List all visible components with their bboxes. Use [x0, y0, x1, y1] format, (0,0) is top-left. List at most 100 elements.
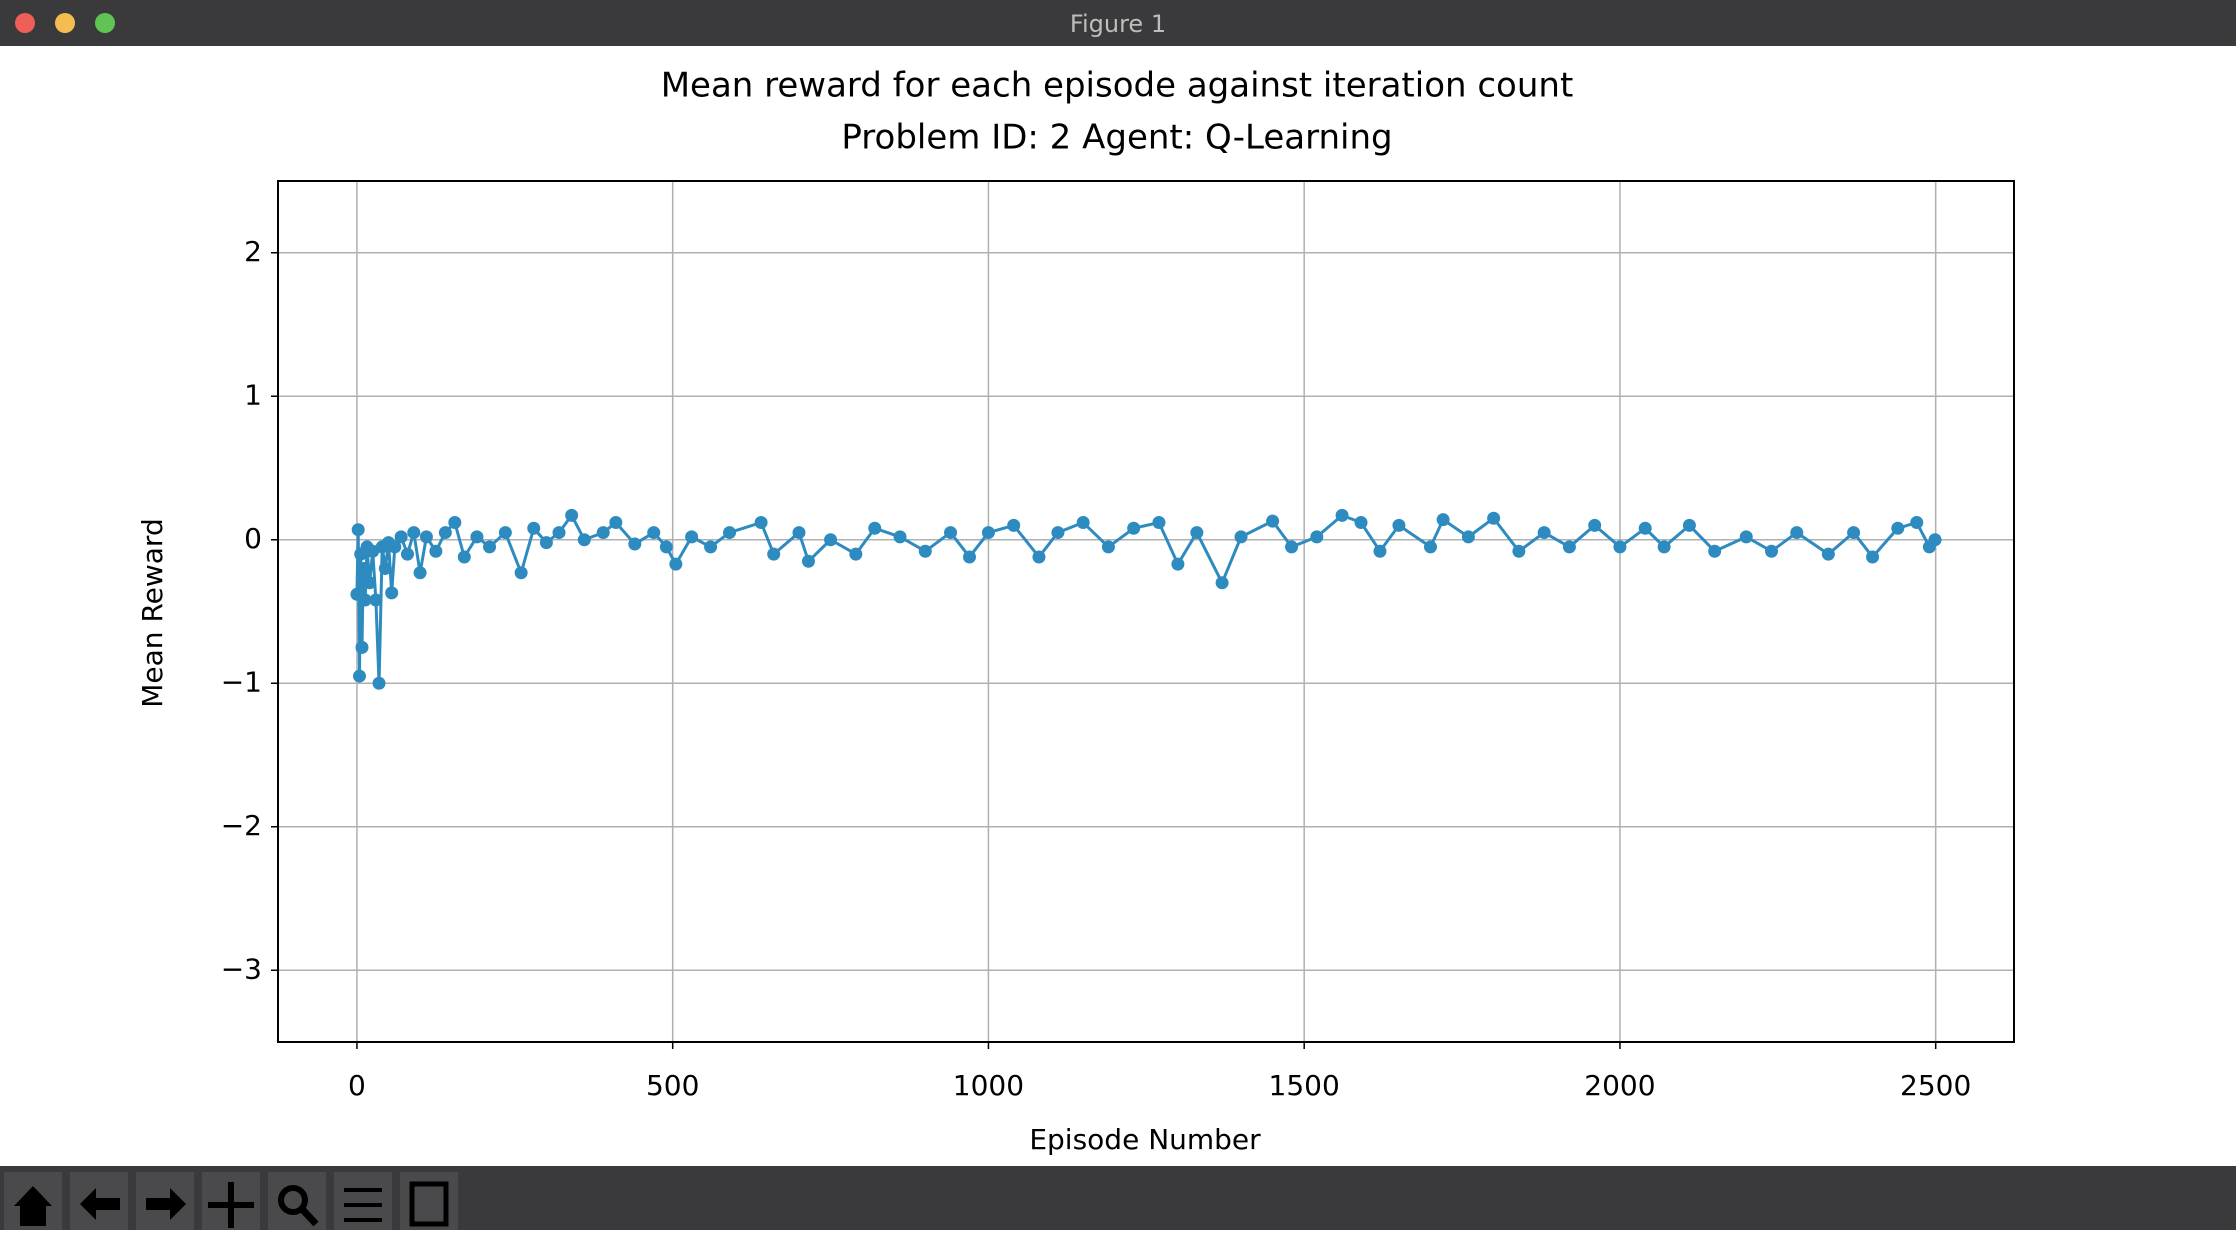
data-point [1127, 521, 1141, 535]
toolbar-buttons [4, 1172, 458, 1230]
data-point [849, 547, 863, 561]
data-point [470, 530, 484, 544]
data-point [1682, 518, 1696, 532]
data-point [407, 526, 421, 540]
data-point [659, 540, 673, 554]
data-point [767, 547, 781, 561]
title-bar [0, 0, 2236, 46]
data-point [419, 530, 433, 544]
x-tick-label: 500 [646, 1069, 699, 1102]
data-point [824, 533, 838, 547]
data-point [355, 640, 369, 654]
data-point [400, 547, 414, 561]
data-point [351, 523, 365, 537]
data-point [1708, 544, 1722, 558]
data-point [388, 540, 402, 554]
x-tick-label: 2000 [1584, 1069, 1655, 1102]
data-point [1354, 516, 1368, 530]
save-button[interactable] [400, 1172, 458, 1230]
data-point [1461, 530, 1475, 544]
data-point [1928, 533, 1942, 547]
data-point [1190, 526, 1204, 540]
pan-icon [208, 1182, 254, 1228]
data-point [647, 526, 661, 540]
data-point [1266, 514, 1280, 528]
data-point [372, 676, 386, 690]
data-point [448, 516, 462, 530]
y-tick-label: 1 [244, 378, 262, 411]
data-point [704, 540, 718, 554]
zoom-icon-handle [299, 1206, 319, 1227]
y-tick-label: 0 [244, 522, 262, 555]
data-point [1007, 518, 1021, 532]
data-point [962, 550, 976, 564]
series-line [355, 513, 1937, 685]
data-point [527, 521, 541, 535]
zoom-button[interactable] [95, 13, 115, 33]
data-point [1537, 526, 1551, 540]
minimize-button[interactable] [55, 13, 75, 33]
forward-icon [146, 1188, 186, 1220]
data-point [1765, 544, 1779, 558]
home-icon [14, 1186, 52, 1226]
data-point [369, 593, 383, 607]
x-axis-label: Episode Number [1029, 1123, 1261, 1156]
plot-area: 0 500 1000 1500 2000 2500 −3 −2 −1 0 1 2 [221, 180, 2015, 1102]
data-point [1285, 540, 1299, 554]
data-point [385, 586, 399, 600]
data-point [1866, 550, 1880, 564]
window-title: Figure 1 [1070, 10, 1166, 38]
data-point [1032, 550, 1046, 564]
x-tick-label: 1500 [1269, 1069, 1340, 1102]
data-point [944, 526, 958, 540]
data-point [539, 536, 553, 550]
data-point [609, 516, 623, 530]
data-point [1373, 544, 1387, 558]
data-point [552, 526, 566, 540]
data-point [918, 544, 932, 558]
data-point [1739, 530, 1753, 544]
data-point [1910, 516, 1924, 530]
data-point [801, 554, 815, 568]
data-point [378, 561, 392, 575]
data-point [1562, 540, 1576, 554]
data-point [685, 530, 699, 544]
data-point [1487, 511, 1501, 525]
data-point [1310, 530, 1324, 544]
data-point [1076, 516, 1090, 530]
axes-frame [277, 180, 2015, 1043]
data-point [577, 533, 591, 547]
data-point [1821, 547, 1835, 561]
save-icon [409, 1181, 449, 1227]
data-point [1152, 516, 1166, 530]
data-point [1423, 540, 1437, 554]
data-point [1790, 526, 1804, 540]
data-point [352, 669, 366, 683]
x-tick-label: 1000 [953, 1069, 1024, 1102]
y-axis-label: Mean Reward [136, 518, 169, 707]
data-point [483, 540, 497, 554]
data-point [1638, 521, 1652, 535]
data-point [628, 537, 642, 551]
close-button[interactable] [15, 13, 35, 33]
data-point [358, 593, 372, 607]
data-point [1392, 518, 1406, 532]
data-point [596, 526, 610, 540]
data-point [457, 550, 471, 564]
data-point [669, 557, 683, 571]
data-point [356, 561, 370, 575]
data-point [754, 516, 768, 530]
data-point [565, 508, 579, 522]
data-point [438, 526, 452, 540]
back-icon [80, 1188, 120, 1220]
data-point [363, 576, 377, 590]
data-point [1657, 540, 1671, 554]
data-point [413, 566, 427, 580]
data-point [1613, 540, 1627, 554]
zoom-icon [278, 1185, 308, 1215]
x-tick-label: 2500 [1900, 1069, 1971, 1102]
data-point [1436, 513, 1450, 527]
data-point [498, 526, 512, 540]
data-point [1512, 544, 1526, 558]
